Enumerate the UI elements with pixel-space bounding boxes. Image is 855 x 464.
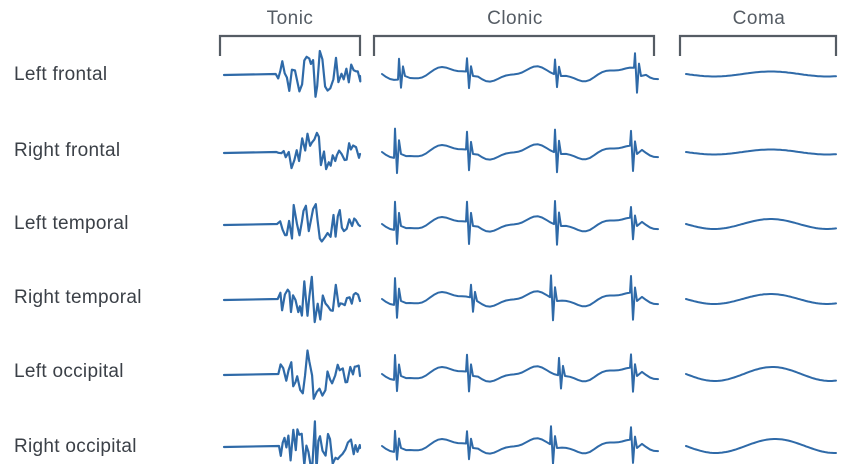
tonic-trace-right-frontal xyxy=(222,131,362,171)
clonic-trace-left-frontal xyxy=(381,52,659,94)
coma-trace-left-occipital xyxy=(685,366,837,382)
coma-trace-left-temporal xyxy=(685,218,837,230)
tonic-trace-left-occipital xyxy=(222,349,362,400)
clonic-trace-left-occipital xyxy=(381,353,659,393)
coma-trace-right-temporal xyxy=(685,293,837,305)
channel-label-right-occipital: Right occipital xyxy=(14,436,137,457)
coma-trace-right-occipital xyxy=(685,438,837,454)
phase-bracket-clonic xyxy=(372,34,656,56)
channel-label-left-occipital: Left occipital xyxy=(14,361,124,382)
phase-bracket-coma xyxy=(678,34,838,56)
clonic-trace-left-temporal xyxy=(381,200,659,246)
phase-bracket-tonic xyxy=(218,34,362,56)
clonic-trace-right-frontal xyxy=(381,127,659,175)
phase-label-coma: Coma xyxy=(732,8,786,29)
phase-label-tonic: Tonic xyxy=(266,8,314,29)
phase-label-clonic: Clonic xyxy=(487,8,543,29)
clonic-trace-right-occipital xyxy=(381,425,659,464)
channel-label-right-frontal: Right frontal xyxy=(14,140,121,161)
channel-label-left-temporal: Left temporal xyxy=(14,213,129,234)
tonic-trace-right-temporal xyxy=(222,275,362,324)
tonic-trace-right-occipital xyxy=(222,420,362,464)
channel-label-right-temporal: Right temporal xyxy=(14,287,142,308)
coma-trace-left-frontal xyxy=(685,70,837,78)
clonic-trace-right-temporal xyxy=(381,274,659,322)
tonic-trace-left-temporal xyxy=(222,203,362,243)
tonic-trace-left-frontal xyxy=(222,49,362,98)
channel-label-left-frontal: Left frontal xyxy=(14,64,108,85)
coma-trace-right-frontal xyxy=(685,148,837,156)
